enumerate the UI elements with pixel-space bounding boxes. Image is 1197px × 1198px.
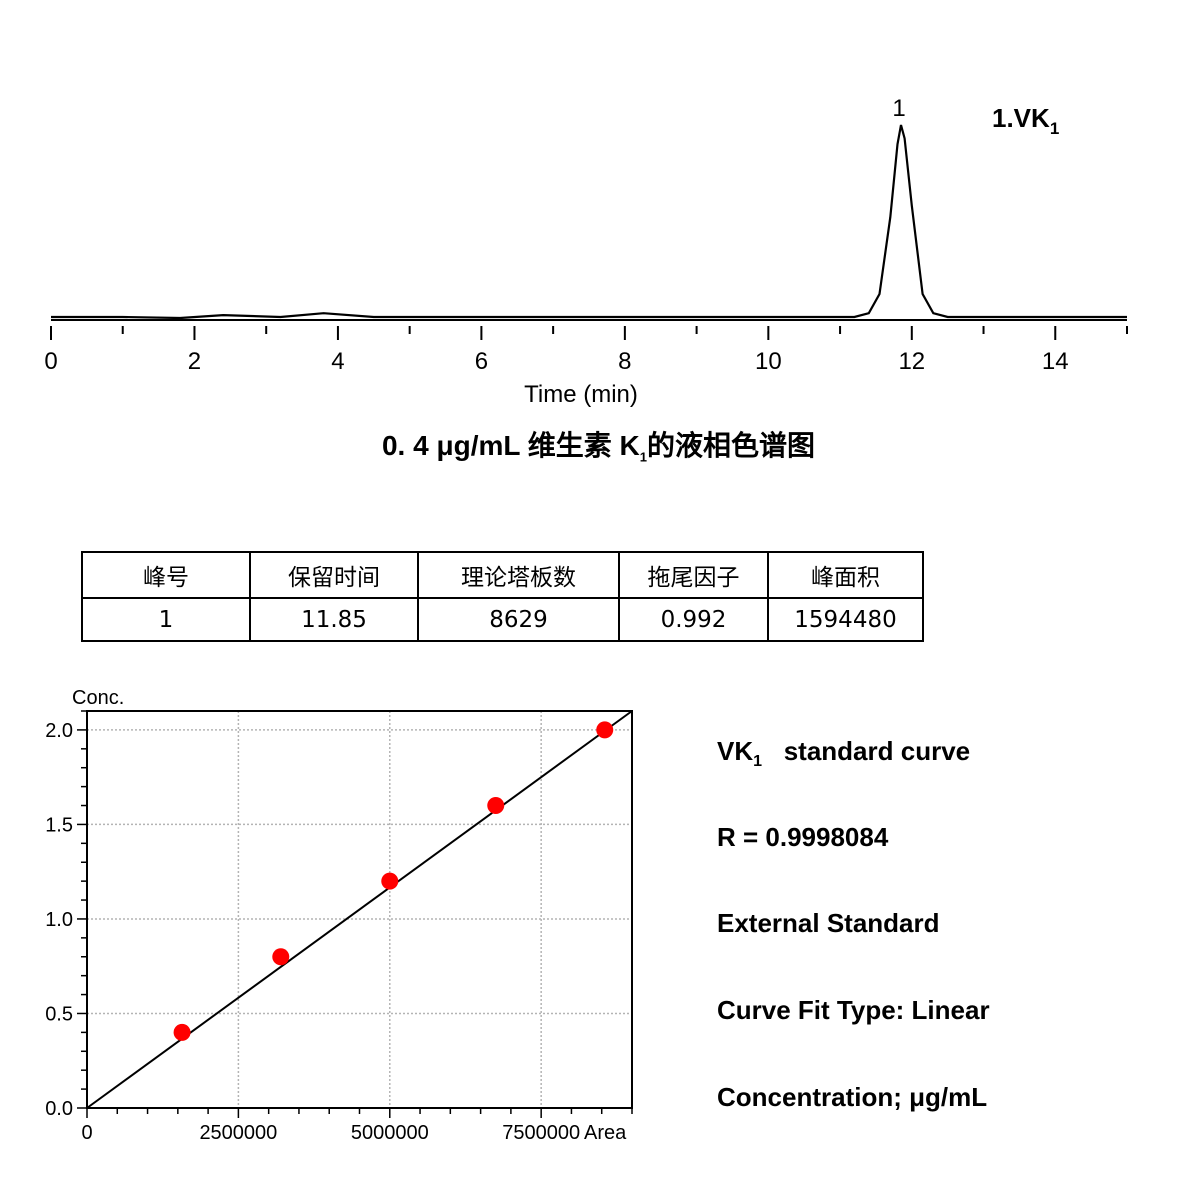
data-point [487, 797, 505, 815]
calibration-chart: 0.0 0.5 1.0 1.5 2.0 0 2500000 5000000 7500000 Co… [45, 687, 633, 1144]
header-peak-area: 峰面积 [767, 551, 924, 599]
y-tick-label: 0.5 [45, 1003, 73, 1025]
calibration-y-axis-label: Conc. [72, 687, 124, 709]
x-tick-label: 0 [44, 348, 57, 375]
header-peak-number: 峰号 [81, 551, 251, 599]
x-tick-label: 6 [475, 348, 488, 375]
x-tick-label: 10 [755, 348, 782, 375]
x-tick-label: 2500000 [199, 1122, 277, 1144]
data-point [381, 872, 399, 890]
chromatogram-x-axis-label: Time (min) [524, 381, 638, 408]
cell-peak-number: 1 [81, 597, 251, 642]
data-point [173, 1023, 191, 1041]
header-tailing-factor: 拖尾因子 [618, 551, 769, 599]
calibration-plot-frame [86, 710, 633, 1109]
y-tick-label: 1.5 [45, 814, 73, 836]
curve-name: VK1 standard curve [717, 736, 971, 771]
x-tick-label: 2 [188, 348, 201, 375]
calibration-grid [87, 711, 632, 1108]
chromatogram-legend: 1.VK1 [992, 103, 1059, 138]
peak-table: 峰号 保留时间 理论塔板数 拖尾因子 峰面积 1 11.85 8629 0.99… [81, 551, 924, 642]
y-tick-label: 1.0 [45, 909, 73, 931]
x-tick-label: 8 [618, 348, 631, 375]
table-row: 1 11.85 8629 0.992 1594480 [81, 597, 924, 642]
chromatogram-trace [51, 124, 1127, 320]
chromatogram-caption: 0. 4 μg/mL 维生素 K1的液相色谱图 [381, 430, 816, 465]
header-plate-count: 理论塔板数 [417, 551, 620, 599]
peak-label: 1 [892, 95, 905, 122]
x-tick-label: 14 [1042, 348, 1069, 375]
cell-plate-count: 8629 [417, 597, 620, 642]
cell-retention-time: 11.85 [249, 597, 419, 642]
chromatogram-peak-labels: 1 [892, 95, 905, 122]
calibration-x-axis-label: Area [584, 1122, 627, 1144]
peak-table-header-row: 峰号 保留时间 理论塔板数 拖尾因子 峰面积 [81, 551, 924, 599]
chromatogram-chart: 0 2 4 6 8 10 12 14 1 Time (min) 1.VK1 [44, 95, 1128, 408]
header-retention-time: 保留时间 [249, 551, 419, 599]
data-point [272, 948, 290, 966]
y-tick-label: 0.0 [45, 1098, 73, 1120]
chromatogram-tick-labels: 0 2 4 6 8 10 12 14 [44, 348, 1068, 375]
calibration-tick-labels: 0.0 0.5 1.0 1.5 2.0 0 2500000 5000000 7500000 [45, 720, 580, 1144]
x-tick-label: 5000000 [351, 1122, 429, 1144]
x-tick-label: 4 [331, 348, 344, 375]
x-tick-label: 12 [898, 348, 925, 375]
chromatogram-x-axis [50, 319, 1128, 340]
x-tick-label: 7500000 [502, 1122, 580, 1144]
correlation-coefficient: R = 0.9998084 [717, 822, 889, 852]
calibration-method: External Standard [717, 908, 940, 938]
curve-fit-type: Curve Fit Type: Linear [717, 995, 990, 1025]
cell-peak-area: 1594480 [767, 597, 924, 642]
calibration-points [173, 721, 614, 1041]
data-point [596, 721, 614, 739]
cell-tailing-factor: 0.992 [618, 597, 769, 642]
x-tick-label: 0 [81, 1122, 92, 1144]
calibration-fit-line [86, 710, 633, 1109]
y-tick-label: 2.0 [45, 720, 73, 742]
concentration-units: Concentration; μg/mL [717, 1082, 988, 1112]
